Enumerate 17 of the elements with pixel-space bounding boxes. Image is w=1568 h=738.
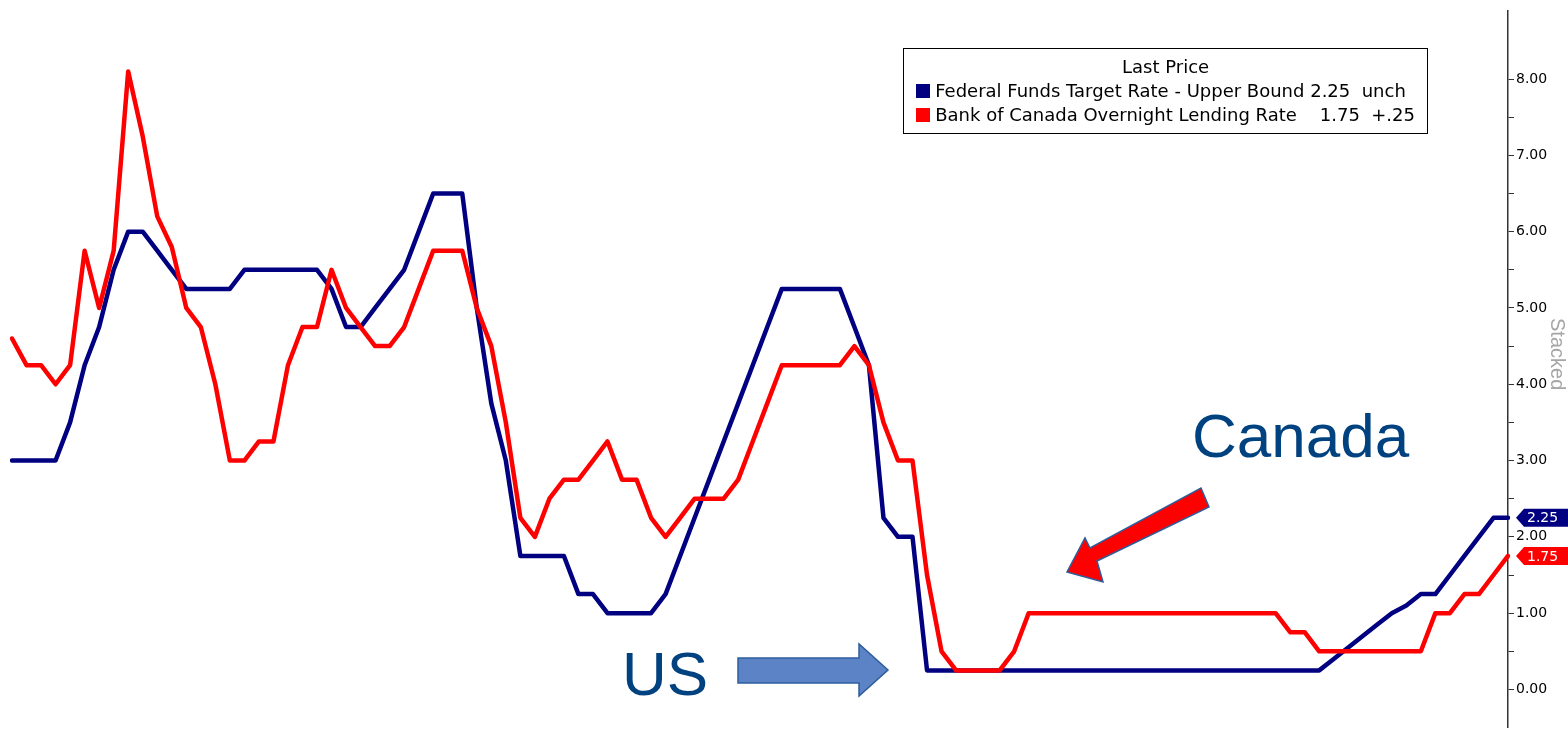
y-tick-label: 0.00 bbox=[1516, 680, 1548, 697]
y-tick-label: 1.00 bbox=[1516, 603, 1548, 620]
y-tick-label: 5.00 bbox=[1516, 298, 1548, 315]
y-tick-label: 7.00 bbox=[1516, 146, 1548, 163]
y-tick-label: 3.00 bbox=[1516, 451, 1548, 468]
legend-title: Last Price bbox=[1121, 55, 1211, 79]
y-tick-label: 6.00 bbox=[1516, 222, 1548, 239]
y-tick-label: 8.00 bbox=[1516, 69, 1548, 86]
data-label: 2.25 bbox=[1527, 509, 1559, 526]
y-tick-label: 4.00 bbox=[1516, 374, 1548, 391]
annotation: Canada bbox=[1192, 400, 1410, 471]
annotation: US bbox=[622, 638, 709, 709]
text: Stacked bbox=[1547, 318, 1568, 391]
y-tick-label: 2.00 bbox=[1516, 527, 1548, 544]
data-label: 1.75 bbox=[1527, 547, 1559, 564]
legend-label: Bank of Canada Overnight Lending Rate 1.75 +.25 bbox=[935, 103, 1415, 127]
legend-label: Federal Funds Target Rate - Upper Bound 2.25 unch bbox=[935, 79, 1406, 103]
